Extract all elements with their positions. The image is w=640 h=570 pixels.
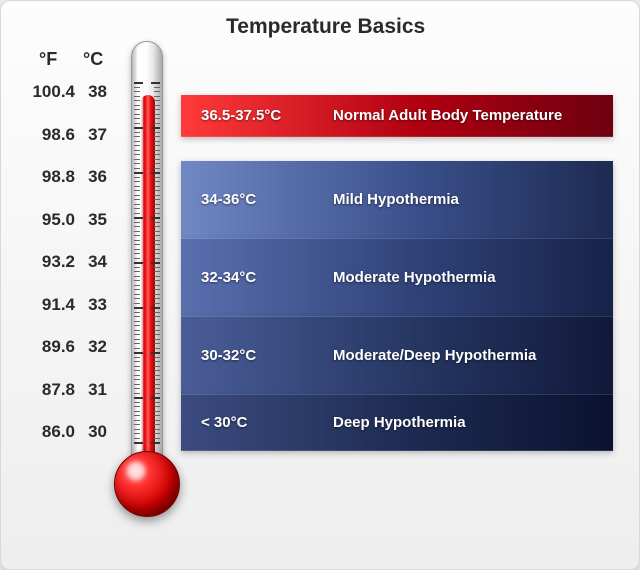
ticks-right bbox=[152, 82, 160, 462]
range-bar: < 30°C Deep Hypothermia bbox=[181, 395, 613, 451]
scale-c-value: 38 bbox=[83, 83, 107, 126]
scale-c-value: 33 bbox=[83, 296, 107, 339]
page-title: Temperature Basics bbox=[226, 15, 425, 39]
scale-f-value: 98.6 bbox=[21, 126, 75, 169]
scale-c-value: 36 bbox=[83, 168, 107, 211]
range-bar: 32-34°C Moderate Hypothermia bbox=[181, 239, 613, 317]
range-temp: < 30°C bbox=[201, 414, 301, 431]
scale-f-value: 91.4 bbox=[21, 296, 75, 339]
range-label: Moderate/Deep Hypothermia bbox=[333, 347, 536, 364]
range-label: Deep Hypothermia bbox=[333, 414, 466, 431]
scale-f-value: 87.8 bbox=[21, 381, 75, 424]
scale-f-value: 98.8 bbox=[21, 168, 75, 211]
scale-c-value: 31 bbox=[83, 381, 107, 424]
scale-c-value: 30 bbox=[83, 423, 107, 466]
scale-f-value: 93.2 bbox=[21, 253, 75, 296]
range-bar: 34-36°C Mild Hypothermia bbox=[181, 161, 613, 239]
range-label: Normal Adult Body Temperature bbox=[333, 107, 562, 124]
thermometer-tube bbox=[131, 41, 163, 471]
range-temp: 32-34°C bbox=[201, 269, 301, 286]
scale-f-value: 95.0 bbox=[21, 211, 75, 254]
range-gap bbox=[181, 137, 613, 161]
scale-f-value: 86.0 bbox=[21, 423, 75, 466]
unit-label-c: °C bbox=[83, 49, 103, 70]
scale-c-value: 34 bbox=[83, 253, 107, 296]
range-bar: 30-32°C Moderate/Deep Hypothermia bbox=[181, 317, 613, 395]
range-bar: 36.5-37.5°C Normal Adult Body Temperature bbox=[181, 95, 613, 137]
unit-label-f: °F bbox=[39, 49, 57, 70]
scale-c-value: 35 bbox=[83, 211, 107, 254]
scale-f-value: 89.6 bbox=[21, 338, 75, 381]
scale-c-value: 37 bbox=[83, 126, 107, 169]
range-label: Moderate Hypothermia bbox=[333, 269, 496, 286]
range-bars: 36.5-37.5°C Normal Adult Body Temperature… bbox=[181, 95, 613, 451]
thermometer bbox=[121, 41, 173, 541]
scale-fahrenheit: 100.498.698.895.093.291.489.687.886.0 bbox=[21, 83, 75, 466]
scale-c-value: 32 bbox=[83, 338, 107, 381]
range-temp: 34-36°C bbox=[201, 191, 301, 208]
range-temp: 36.5-37.5°C bbox=[201, 107, 301, 124]
range-label: Mild Hypothermia bbox=[333, 191, 459, 208]
infographic-card: Temperature Basics °F °C 100.498.698.895… bbox=[0, 0, 640, 570]
bulb-highlight bbox=[127, 462, 145, 480]
ticks-left bbox=[134, 82, 142, 462]
thermometer-bulb bbox=[114, 451, 180, 517]
range-temp: 30-32°C bbox=[201, 347, 301, 364]
scale-celsius: 383736353433323130 bbox=[83, 83, 107, 466]
scale-f-value: 100.4 bbox=[21, 83, 75, 126]
